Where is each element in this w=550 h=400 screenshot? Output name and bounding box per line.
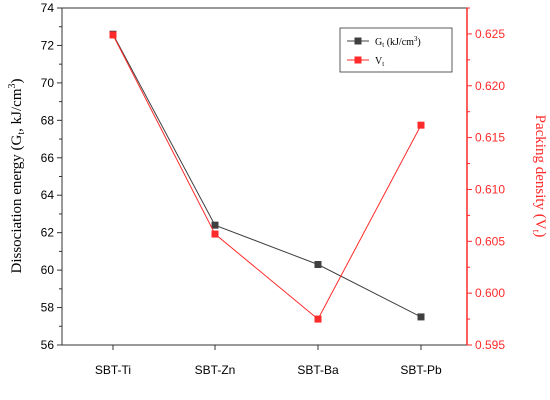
legend-label-gt-sub: t <box>382 41 384 49</box>
legend-box <box>339 27 453 73</box>
legend-marker-gt <box>354 37 362 45</box>
right-axis-title-end: ) <box>532 232 548 237</box>
data-point-gt <box>211 221 219 229</box>
data-point-vt <box>314 315 322 323</box>
left-axis: 56 58 60 62 64 66 68 70 72 74 <box>41 1 62 352</box>
x-tick-label: SBT-Ba <box>297 363 339 377</box>
data-point-gt <box>314 260 322 268</box>
left-axis-title-sup: 3 <box>7 84 18 89</box>
x-tick-label: SBT-Pb <box>400 363 442 377</box>
data-point-vt <box>211 230 219 238</box>
right-tick-label: 0.620 <box>475 79 505 93</box>
series-line-gt <box>112 33 422 318</box>
right-tick-label: 0.615 <box>475 131 505 145</box>
legend-label-gt-main: G <box>375 37 382 48</box>
left-tick-label: 66 <box>41 151 55 165</box>
left-tick-label: 56 <box>41 338 55 352</box>
left-tick-label: 60 <box>41 263 55 277</box>
left-tick-label: 70 <box>41 76 55 90</box>
data-point-gt <box>417 313 425 321</box>
series-layer <box>109 30 425 323</box>
right-axis-title: Packing density (Vt) <box>530 115 548 238</box>
legend-label-vt: Vt <box>375 56 384 68</box>
left-axis-title-mid: , kJ/cm <box>9 88 25 132</box>
x-tick-label: SBT-Zn <box>195 363 236 377</box>
left-tick-label: 74 <box>41 1 55 15</box>
right-tick-label: 0.625 <box>475 27 505 41</box>
legend: Gt (kJ/cm3) Vt <box>339 27 453 73</box>
left-axis-title-end: ) <box>9 79 25 84</box>
right-axis-title-main: Packing density (V <box>532 115 548 230</box>
left-axis-title-sub: t <box>16 132 27 135</box>
left-tick-label: 58 <box>41 301 55 315</box>
right-tick-label: 0.605 <box>475 234 505 248</box>
legend-label-gt-sup: 3 <box>414 35 418 43</box>
legend-label-gt-close: ) <box>417 37 420 48</box>
legend-label-gt: Gt (kJ/cm3) <box>375 35 421 49</box>
legend-marker-vt <box>354 56 362 64</box>
legend-label-vt-main: V <box>375 56 383 67</box>
x-tick-label: SBT-Ti <box>95 363 131 377</box>
left-axis-title: Dissociation energy (Gt, kJ/cm3) <box>7 79 27 274</box>
data-point-vt <box>109 31 117 39</box>
right-tick-label: 0.595 <box>475 338 505 352</box>
right-tick-label: 0.600 <box>475 286 505 300</box>
legend-label-vt-sub: t <box>382 60 384 68</box>
right-axis: 0.595 0.600 0.605 0.610 0.615 0.620 0.625 <box>467 7 505 352</box>
data-point-vt <box>417 121 425 129</box>
x-axis: SBT-Ti SBT-Zn SBT-Ba SBT-Pb <box>95 345 442 377</box>
right-tick-label: 0.610 <box>475 182 505 196</box>
legend-label-gt-rest: (kJ/cm <box>384 37 414 48</box>
left-tick-label: 64 <box>41 188 55 202</box>
left-axis-title-main: Dissociation energy (G <box>9 134 25 273</box>
right-axis-title-sub: t <box>530 230 541 233</box>
series-line-vt <box>112 34 422 320</box>
left-tick-label: 72 <box>41 38 55 52</box>
left-tick-label: 68 <box>41 113 55 127</box>
left-tick-label: 62 <box>41 226 55 240</box>
